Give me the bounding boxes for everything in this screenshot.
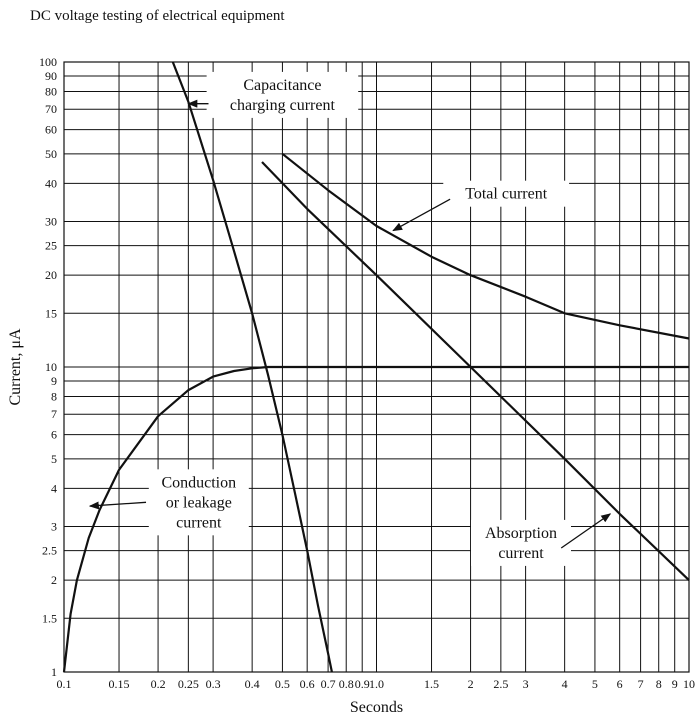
x-tick-label: 0.6 (300, 677, 315, 691)
y-tick-label: 4 (51, 481, 57, 495)
x-tick-label: 0.2 (151, 677, 166, 691)
series-absorption-line (261, 161, 690, 581)
y-tick-label: 70 (45, 102, 57, 116)
annotation-absorption: Absorption current (470, 513, 612, 566)
x-tick-label: 7 (638, 677, 644, 691)
y-tick-label: 3 (51, 519, 57, 533)
annotation-capacitance-text: charging current (230, 97, 336, 114)
y-tick-label: 30 (45, 214, 57, 228)
x-tick-label: 0.25 (178, 677, 199, 691)
annotation-total-background (443, 180, 570, 207)
y-tick-label: 20 (45, 268, 57, 282)
annotation-conduction-text: or leakage (166, 494, 232, 511)
x-tick-label: 9 (672, 677, 678, 691)
series-capacitance-line (171, 61, 333, 673)
annotation-capacitance-background (206, 71, 359, 118)
x-tick-label: 0.15 (109, 677, 130, 691)
annotation-conduction: Conduction or leakage current (88, 469, 249, 536)
y-axis-label: Current, μA (7, 328, 24, 405)
series-lines (62, 61, 690, 673)
annotation-conduction-text: current (176, 514, 222, 531)
annotation-total: Total current (392, 180, 570, 232)
y-tick-label: 5 (51, 452, 57, 466)
page-header: DC voltage testing of electrical equipme… (30, 8, 285, 24)
series-conduction-line (62, 365, 689, 673)
y-tick-label: 2 (51, 573, 57, 587)
annotation-capacitance: Capacitance charging current (187, 71, 359, 118)
y-tick-label: 15 (45, 306, 57, 320)
x-tick-label: 2 (468, 677, 474, 691)
annotation-conduction-text: Conduction (161, 474, 236, 491)
x-tick-label: 0.7 (321, 677, 336, 691)
annotation-total-arrow (392, 198, 451, 232)
x-tick-labels: 0.1 0.15 0.2 0.25 0.3 0.4 0.5 0.6 0.7 0.8 0.9 1.0 1.… (57, 677, 696, 691)
y-tick-label: 10 (45, 360, 57, 374)
y-tick-label: 90 (45, 69, 57, 83)
annotation-absorption-arrow (560, 513, 612, 549)
y-tick-label: 40 (45, 176, 57, 190)
x-tick-label: 4 (562, 677, 568, 691)
x-tick-label: 2.5 (493, 677, 508, 691)
y-tick-label: 60 (45, 123, 57, 137)
annotation-conduction-arrow (88, 501, 147, 510)
x-tick-label: 5 (592, 677, 598, 691)
y-tick-label: 2.5 (42, 544, 57, 558)
y-tick-label: 1.5 (42, 611, 57, 625)
y-tick-label: 9 (51, 374, 57, 388)
x-tick-label: 0.5 (275, 677, 290, 691)
x-tick-label: 8 (656, 677, 662, 691)
x-tick-label: 0.3 (206, 677, 221, 691)
x-tick-label: 0.9 (355, 677, 370, 691)
annotation-total-text: Total current (465, 186, 548, 203)
x-tick-label: 1.0 (369, 677, 384, 691)
annotation-absorption-background (470, 519, 571, 566)
y-tick-label: 100 (39, 55, 57, 69)
y-tick-label: 25 (45, 239, 57, 253)
x-tick-label: 6 (617, 677, 623, 691)
x-axis-label: Seconds (350, 699, 403, 716)
series-total-line (281, 152, 690, 340)
y-tick-label: 8 (51, 390, 57, 404)
y-tick-label: 6 (51, 428, 57, 442)
y-tick-label: 1 (51, 665, 57, 679)
x-tick-label: 3 (523, 677, 529, 691)
x-tick-label: 10 (683, 677, 695, 691)
x-tick-label: 0.1 (57, 677, 72, 691)
y-tick-label: 50 (45, 147, 57, 161)
annotations: Capacitance charging current Total current… (88, 71, 612, 566)
annotation-capacitance-text: Capacitance (243, 77, 321, 94)
y-tick-label: 80 (45, 85, 57, 99)
x-tick-label: 1.5 (424, 677, 439, 691)
annotation-conduction-background (148, 469, 249, 536)
annotation-absorption-text: Absorption (485, 525, 557, 542)
y-tick-label: 7 (51, 407, 57, 421)
x-tick-label: 0.8 (339, 677, 354, 691)
x-tick-label: 0.4 (245, 677, 260, 691)
annotation-absorption-text: current (498, 545, 544, 562)
